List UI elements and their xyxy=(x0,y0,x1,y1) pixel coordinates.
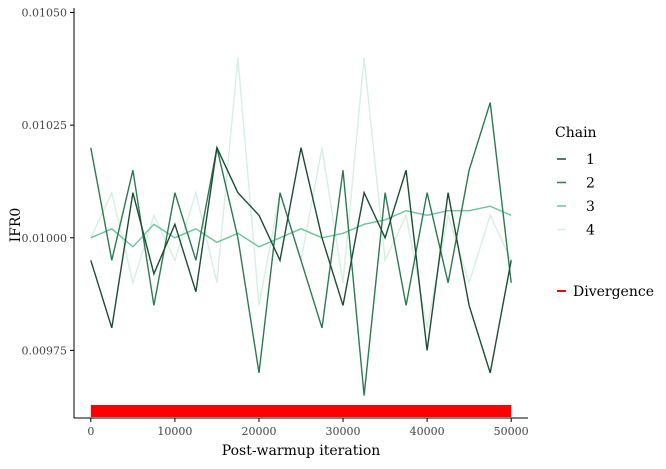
x-tick-label: 0 xyxy=(87,425,94,438)
x-tick-label: 20000 xyxy=(241,425,276,438)
legend-entries: 1 2 3 4 xyxy=(557,152,595,239)
x-tick-label: 10000 xyxy=(157,425,192,438)
series-line-chain-2 xyxy=(90,102,512,396)
x-tick-label: 40000 xyxy=(410,425,445,438)
y-axis-title: IFR0 xyxy=(8,208,24,243)
y-tick-label: 0.01025 xyxy=(22,119,68,132)
y-tick-label: 0.01000 xyxy=(22,232,68,245)
series-line-chain-1 xyxy=(90,145,512,374)
y-tick-label: 0.00975 xyxy=(22,344,68,357)
x-tick-label: 50000 xyxy=(494,425,529,438)
x-tick-label: 30000 xyxy=(326,425,361,438)
legend-label-chain-4: 4 xyxy=(586,223,595,239)
legend-label-chain-1: 1 xyxy=(586,152,595,168)
series-layer xyxy=(90,57,512,396)
divergence-bar xyxy=(90,405,512,417)
x-axis-title: Post-warmup iteration xyxy=(222,443,381,459)
x-ticks: 0 10000 20000 30000 40000 50000 xyxy=(87,418,529,438)
legend: Chain 1 2 3 4 Divergence xyxy=(555,125,654,300)
legend-label-chain-3: 3 xyxy=(586,199,595,215)
y-ticks: 0.00975 0.01000 0.01025 0.01050 xyxy=(22,7,74,357)
legend-title: Chain xyxy=(555,125,597,141)
legend-label-chain-2: 2 xyxy=(586,176,595,192)
legend-divergence-label: Divergence xyxy=(573,284,654,300)
y-tick-label: 0.01050 xyxy=(22,7,68,20)
series-line-chain-3 xyxy=(90,205,512,248)
